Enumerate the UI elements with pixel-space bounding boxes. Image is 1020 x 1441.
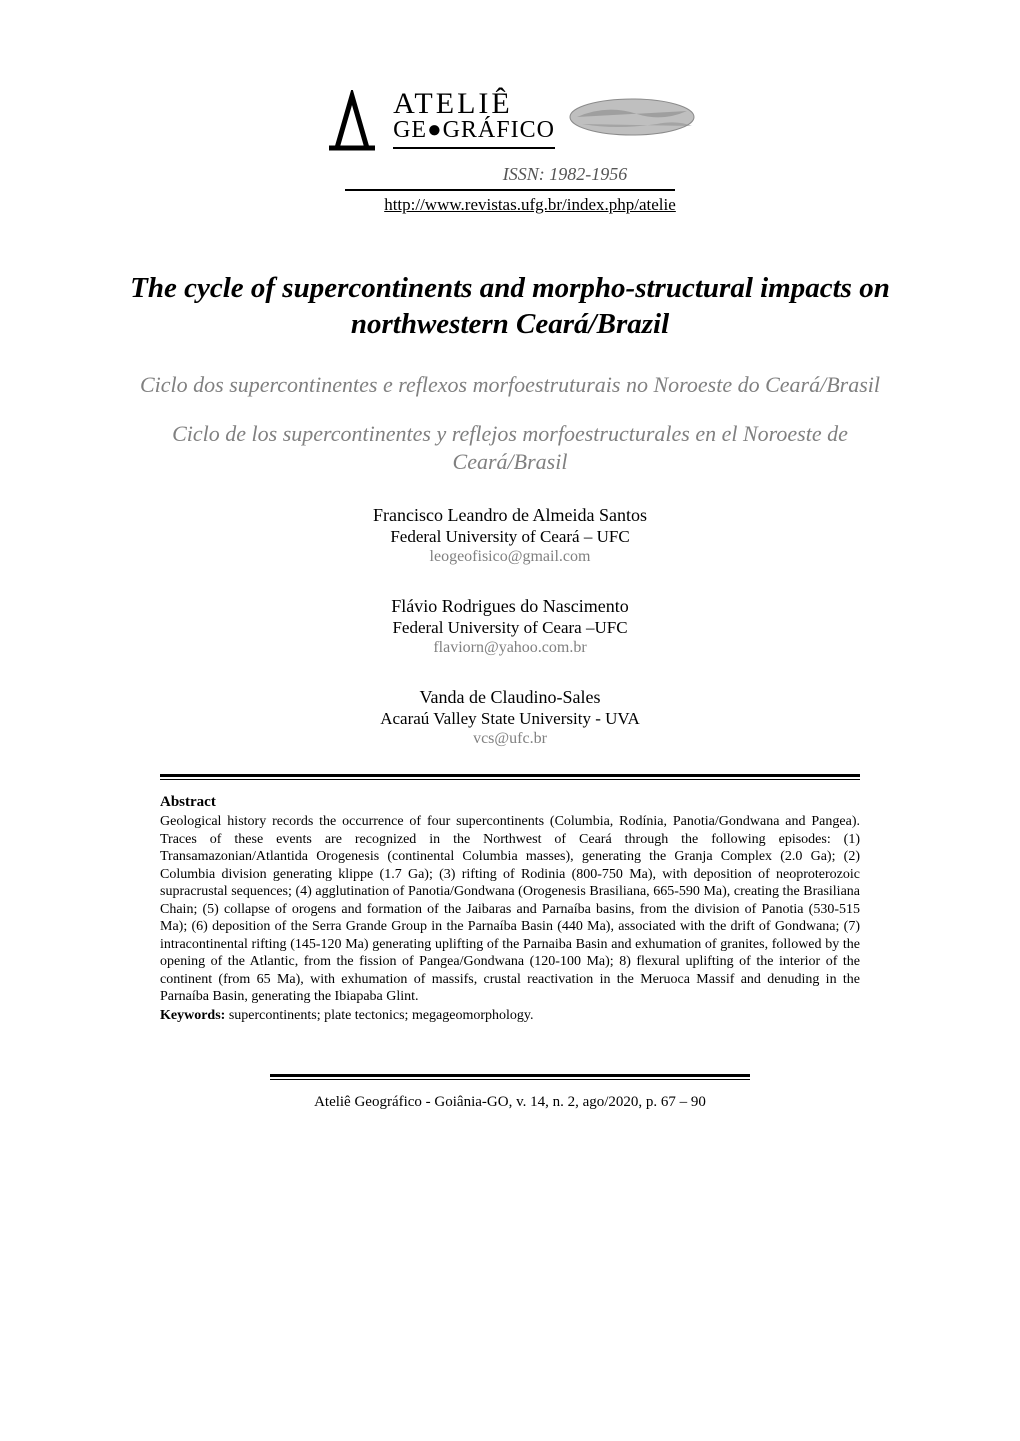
article-title-pt: Ciclo dos supercontinentes e reflexos mo… (120, 371, 900, 399)
logo-right-block (567, 90, 697, 143)
author-name: Vanda de Claudino-Sales (120, 687, 900, 708)
journal-url-link[interactable]: http://www.revistas.ufg.br/index.php/ate… (344, 195, 676, 214)
author-email: vcs@ufc.br (120, 730, 900, 748)
author-affiliation: Federal University of Ceará – UFC (120, 527, 900, 547)
journal-logo-block: ATELIÊ GE●GRÁFICO (120, 90, 900, 154)
article-title-es: Ciclo de los supercontinentes y reflejos… (120, 420, 900, 475)
footer-rule (270, 1074, 750, 1080)
author-email: flaviorn@yahoo.com.br (120, 639, 900, 657)
author-affiliation: Federal University of Ceara –UFC (120, 618, 900, 638)
author-name: Flávio Rodrigues do Nascimento (120, 596, 900, 617)
globe-icon (567, 96, 697, 143)
logo-mark-icon (323, 90, 381, 154)
author-block-2: Flávio Rodrigues do Nascimento Federal U… (120, 596, 900, 657)
author-affiliation: Acaraú Valley State University - UVA (120, 709, 900, 729)
url-row: http://www.revistas.ufg.br/index.php/ate… (120, 195, 900, 215)
keywords-line: Keywords: supercontinents; plate tectoni… (160, 1008, 860, 1024)
abstract-block: Abstract Geological history records the … (160, 794, 860, 1024)
logo-word-top: ATELIÊ (393, 90, 555, 119)
author-name: Francisco Leandro de Almeida Santos (120, 505, 900, 526)
abstract-body: Geological history records the occurrenc… (160, 813, 860, 1006)
footer-citation: Ateliê Geográfico - Goiânia-GO, v. 14, n… (120, 1094, 900, 1111)
logo-wordmark: ATELIÊ GE●GRÁFICO (393, 90, 555, 151)
issn-text: ISSN: 1982-1956 (345, 164, 675, 191)
author-email: leogeofisico@gmail.com (120, 548, 900, 566)
abstract-heading: Abstract (160, 794, 860, 811)
keywords-text: supercontinents; plate tectonics; megage… (225, 1008, 533, 1023)
article-title-en: The cycle of supercontinents and morpho-… (120, 270, 900, 343)
abstract-top-rule (160, 774, 860, 780)
keywords-label: Keywords: (160, 1008, 225, 1023)
author-block-3: Vanda de Claudino-Sales Acaraú Valley St… (120, 687, 900, 748)
issn-row: ISSN: 1982-1956 (120, 164, 900, 191)
logo-word-bottom: GE●GRÁFICO (393, 119, 555, 150)
author-block-1: Francisco Leandro de Almeida Santos Fede… (120, 505, 900, 566)
